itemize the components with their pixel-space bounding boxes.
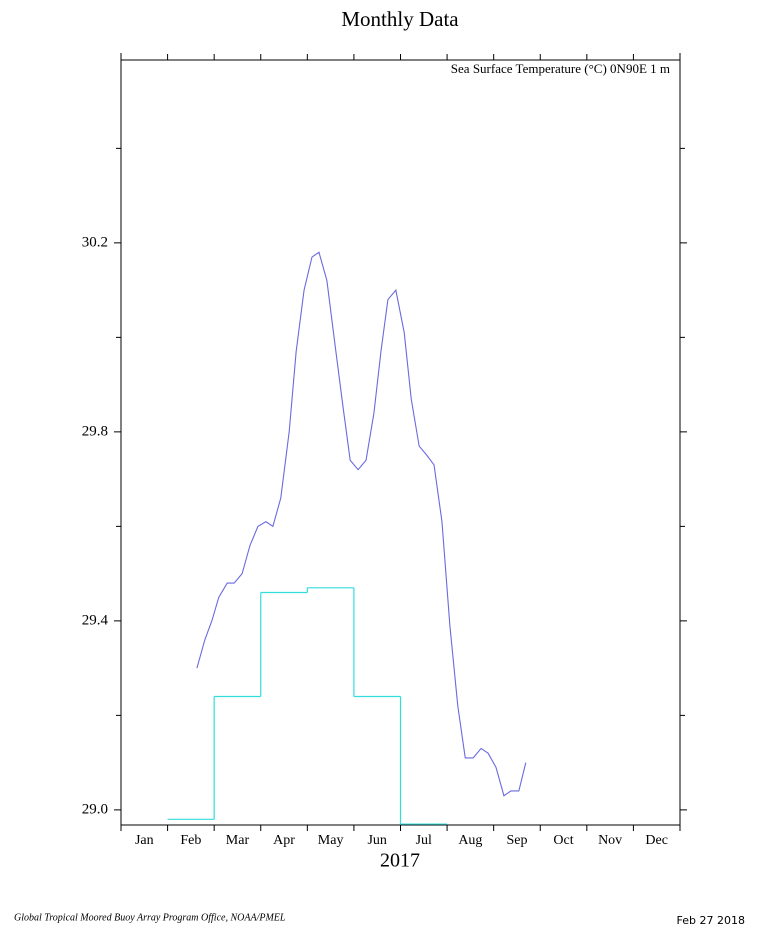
x-tick-label: Feb [180,833,201,848]
y-tick-label: 29.8 [82,423,108,439]
x-tick-label: Dec [645,833,668,848]
data-line [196,251,527,797]
x-tick-label: Jan [135,833,154,848]
chart-title: Monthly Data [341,7,459,31]
footnote: Global Tropical Moored Buoy Array Progra… [14,912,286,923]
x-tick-label: May [318,833,344,848]
x-tick-label: Mar [226,833,250,848]
x-tick-label: Sep [506,833,527,848]
y-tick-label: 30.2 [82,234,108,250]
annotation: Sea Surface Temperature (°C) 0N90E 1 m [451,61,670,76]
date: Feb 27 2018 [677,914,745,927]
x-tick-label: Nov [598,833,622,848]
x-tick-label: Jun [367,833,386,848]
x-tick-label: Aug [458,833,482,848]
y-tick-label: 29.4 [82,612,109,628]
y-tick-label: 29.0 [82,801,108,817]
x-axis-label: 2017 [380,850,420,872]
x-tick-label: Oct [553,833,573,848]
x-tick-label: Jul [416,833,432,848]
x-tick-label: Apr [273,833,295,848]
